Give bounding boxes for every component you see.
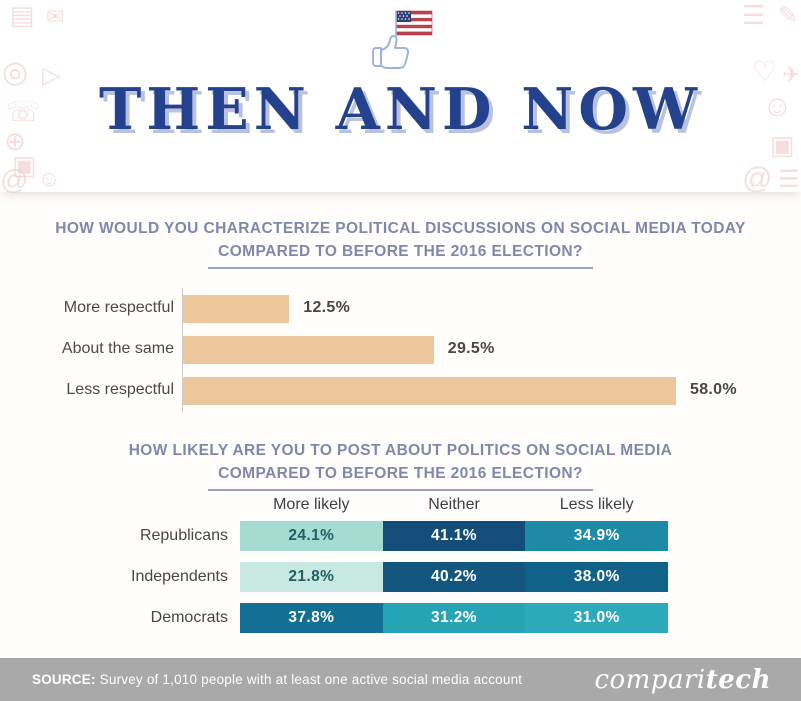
brand-bold: tech — [705, 664, 771, 695]
question-1-heading: HOW WOULD YOU CHARACTERIZE POLITICAL DIS… — [0, 217, 801, 269]
brand-regular: compari — [594, 664, 706, 695]
bar-value-label: 29.5% — [447, 340, 495, 357]
at-mention-icon: @ — [0, 164, 29, 195]
heat-cells: 24.1% 41.1% 34.9% — [240, 521, 669, 551]
heat-cell: 37.8% — [240, 603, 383, 633]
respect-bar-chart: More respectful 12.5% About the same 29.… — [0, 288, 801, 412]
news-list-icon: ☰ — [778, 166, 800, 193]
row-label-independents: Independents — [131, 568, 228, 585]
row-label-republicans: Republicans — [139, 527, 228, 544]
bar-row-less-respectful: Less respectful 58.0% — [0, 377, 801, 405]
bar-about-the-same — [183, 336, 434, 364]
heat-cell: 31.0% — [525, 603, 669, 633]
source-text: Survey of 1,010 people with at least one… — [99, 672, 523, 687]
heat-row-republicans: Republicans 24.1% 41.1% 34.9% — [0, 521, 801, 551]
column-header-more-likely: More likely — [273, 496, 350, 513]
question-1-line1: HOW WOULD YOU CHARACTERIZE POLITICAL DIS… — [55, 220, 746, 237]
question-2-heading: HOW LIKELY ARE YOU TO POST ABOUT POLITIC… — [0, 439, 801, 491]
bar-category-label: About the same — [61, 340, 174, 357]
bar-value-label: 58.0% — [690, 381, 737, 398]
question-2-line1: HOW LIKELY ARE YOU TO POST ABOUT POLITIC… — [128, 442, 673, 459]
bar-category-label: Less respectful — [66, 381, 174, 398]
column-header-neither: Neither — [428, 496, 480, 513]
question-2-line2: COMPARED TO BEFORE THE 2016 ELECTION? — [208, 462, 593, 491]
heat-cell: 21.8% — [240, 562, 383, 592]
page-title: THEN AND NOW — [98, 76, 703, 143]
source-label: SOURCE: — [32, 672, 96, 687]
row-label-democrats: Democrats — [150, 609, 228, 626]
heat-cell: 41.1% — [382, 521, 526, 551]
thumbs-up-american-flag-icon — [0, 8, 801, 75]
heat-row-independents: Independents 21.8% 40.2% 38.0% — [0, 562, 801, 592]
heat-cell: 40.2% — [382, 562, 526, 592]
heat-row-democrats: Democrats 37.8% 31.2% 31.0% — [0, 603, 801, 633]
header-section: ▤ ✉ ◎ ▷ ☏ ⊕ ▣ @ ☺ ☰ ✎ ♡ ✈ ☺ ▣ @ ☰ — [0, 0, 801, 195]
source-note: SOURCE: Survey of 1,010 people with at le… — [32, 672, 522, 687]
bar-category-label: More respectful — [63, 299, 174, 316]
heat-cells: 21.8% 40.2% 38.0% — [240, 562, 669, 592]
heat-cell: 31.2% — [382, 603, 526, 633]
footer-bar: SOURCE: Survey of 1,010 people with at le… — [0, 658, 801, 701]
column-header-less-likely: Less likely — [559, 496, 634, 513]
heat-cells: 37.8% 31.2% 31.0% — [240, 603, 669, 633]
heat-cell: 24.1% — [240, 521, 383, 551]
bar-row-more-respectful: More respectful 12.5% — [0, 295, 801, 323]
photo-grid-icon: ▣ — [12, 150, 37, 180]
comparitech-logo: comparitech — [594, 665, 771, 695]
bar-row-about-the-same: About the same 29.5% — [0, 336, 801, 364]
at-mention-icon: @ — [742, 162, 773, 195]
heat-cell: 38.0% — [525, 562, 669, 592]
smiley-icon: ☺ — [38, 166, 61, 191]
bar-less-respectful — [183, 377, 676, 405]
chart-axis-line — [182, 288, 183, 412]
question-1-line2: COMPARED TO BEFORE THE 2016 ELECTION? — [208, 240, 593, 269]
heat-cell: 34.9% — [525, 521, 669, 551]
heat-table-column-headers: More likely Neither Less likely — [240, 496, 668, 514]
bar-value-label: 12.5% — [303, 299, 351, 316]
bar-more-respectful — [183, 295, 290, 323]
